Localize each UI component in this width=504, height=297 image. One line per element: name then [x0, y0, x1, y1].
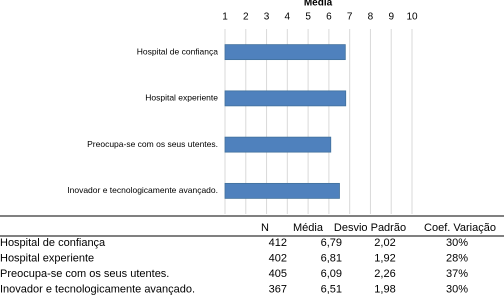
- table-cell: 30%: [446, 237, 468, 249]
- x-tick-label: 8: [368, 12, 374, 23]
- bar: [224, 182, 340, 199]
- table-cell: 37%: [446, 268, 468, 280]
- table-cell: 2,02: [374, 237, 395, 249]
- x-tick-label: 4: [285, 12, 291, 23]
- y-tick-label: Hospital experiente: [145, 93, 218, 103]
- table-cell: Preocupa-se com os seus utentes.: [0, 268, 169, 280]
- table-header: N: [261, 222, 269, 234]
- x-tick-label: 6: [326, 12, 332, 23]
- chart-title: Média: [304, 0, 333, 9]
- table-header: Desvio Padrão: [334, 222, 406, 234]
- x-tick-label: 7: [347, 12, 353, 23]
- x-tick-label: 9: [388, 12, 394, 23]
- table-cell: 6,09: [321, 268, 342, 280]
- x-tick-label: 1: [222, 12, 228, 23]
- y-tick-label: Hospital de confiança: [137, 46, 219, 56]
- y-tick-label: Preocupa-se com os seus utentes.: [87, 139, 218, 149]
- table-cell: 367: [269, 283, 287, 295]
- table-cell: Inovador e tecnologicamente avançado.: [0, 283, 195, 295]
- bar: [224, 90, 347, 107]
- table-cell: 1,98: [374, 283, 395, 295]
- x-tick-label: 3: [264, 12, 270, 23]
- x-tick-label: 2: [243, 12, 249, 23]
- table-cell: 6,51: [321, 283, 342, 295]
- bar: [224, 44, 346, 61]
- table-cell: Hospital de confiança: [0, 237, 106, 249]
- table-cell: 1,92: [374, 252, 395, 264]
- table-cell: 30%: [446, 283, 468, 295]
- x-tick-label: 10: [406, 12, 418, 23]
- table-header: Coef. Variação: [424, 222, 496, 234]
- bar: [224, 136, 332, 153]
- table-cell: 6,79: [321, 237, 342, 249]
- table-cell: 28%: [446, 252, 468, 264]
- table-cell: 405: [269, 268, 287, 280]
- table-cell: 2,26: [374, 268, 395, 280]
- table-cell: 402: [269, 252, 287, 264]
- table-header: Média: [293, 222, 324, 234]
- table-cell: 6,81: [321, 252, 342, 264]
- table-cell: 412: [269, 237, 287, 249]
- y-tick-label: Inovador e tecnologicamente avançado.: [67, 185, 218, 195]
- x-tick-label: 5: [305, 12, 311, 23]
- table-cell: Hospital experiente: [0, 252, 94, 264]
